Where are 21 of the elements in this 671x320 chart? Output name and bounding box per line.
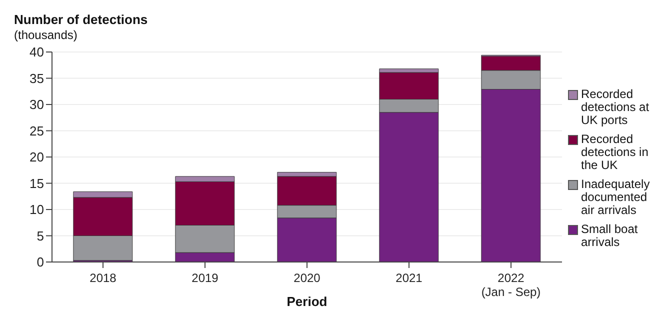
x-tick-label: 2018	[90, 271, 117, 285]
y-tick-label: 0	[36, 254, 44, 270]
chart-subtitle: (thousands)	[14, 28, 78, 42]
x-tick-label: 2020	[294, 271, 321, 285]
legend-label: Small boat arrivals	[581, 222, 639, 249]
y-tick-label: 5	[36, 228, 44, 244]
x-tick-label: 2022 (Jan - Sep)	[481, 271, 541, 299]
y-tick-label: 10	[30, 202, 44, 218]
legend-label: Recorded detections in the UK	[581, 132, 650, 172]
y-tick-label: 35	[30, 70, 44, 86]
x-tick-label: 2021	[396, 271, 423, 285]
chart-title: Number of detections	[14, 12, 148, 27]
y-tick-label: 20	[30, 150, 44, 165]
legend-label: Recorded detections at UK ports	[581, 87, 650, 127]
y-tick-label: 25	[30, 123, 44, 138]
y-tick-label: 40	[30, 44, 44, 60]
y-tick-label: 15	[30, 176, 44, 191]
y-tick-label: 30	[30, 97, 44, 112]
x-axis-title: Period	[286, 294, 328, 309]
legend-label: Inadequately documented air arrivals	[581, 177, 651, 217]
x-tick-label: 2019	[192, 271, 219, 285]
